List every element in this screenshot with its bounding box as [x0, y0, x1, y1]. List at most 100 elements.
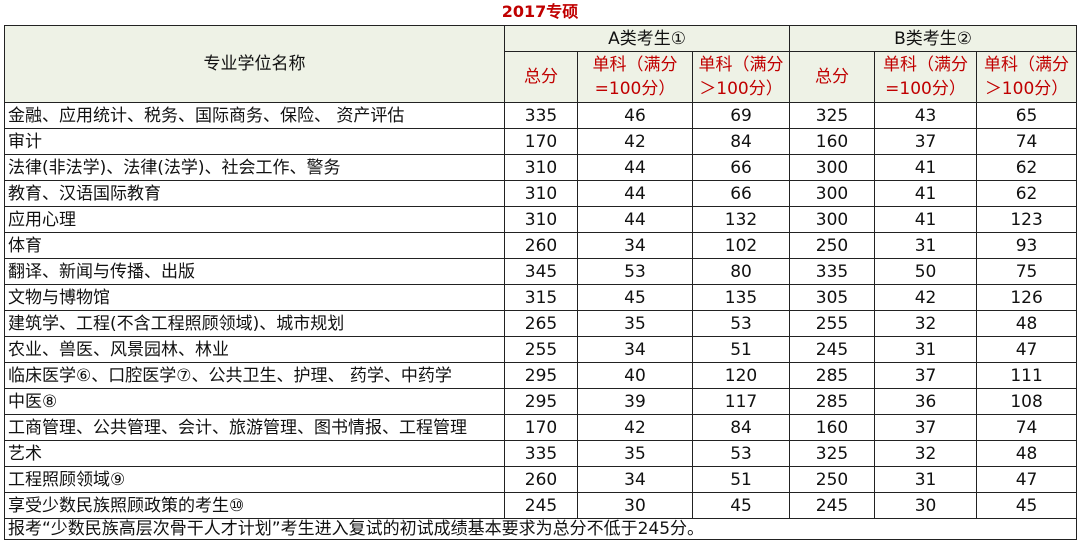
note-row: 报考“少数民族高层次骨干人才计划”考生进入复试的初试成绩基本要求为总分不低于24… — [3, 518, 1078, 540]
score: 310 — [504, 154, 578, 181]
score: 30 — [577, 492, 693, 519]
sub-header: 单科（满分=100分） — [874, 51, 978, 103]
score: 310 — [504, 180, 578, 207]
major: 审计 — [4, 128, 505, 155]
table: 专业学位名称 A类考生① B类考生② 总分 单科（满分=100分） 单科（满分＞10… — [3, 25, 1078, 540]
score: 34 — [577, 466, 693, 493]
score: 300 — [789, 154, 876, 181]
score: 47 — [976, 336, 1078, 363]
score: 245 — [789, 336, 876, 363]
row: 艺术 335 35 53 325 32 48 — [4, 440, 1078, 467]
score: 335 — [504, 440, 578, 467]
score: 53 — [691, 440, 791, 467]
score: 34 — [577, 232, 693, 259]
major: 法律(非法学)、法律(法学)、社会工作、警务 — [4, 154, 505, 181]
row: 应用心理 310 44 132 300 41 123 — [4, 206, 1078, 233]
sub-header: 单科（满分＞100分） — [691, 51, 791, 103]
score: 51 — [691, 466, 791, 493]
score: 42 — [577, 414, 693, 441]
score: 40 — [577, 362, 693, 389]
score: 255 — [789, 310, 876, 337]
row: 工程照顾领域⑨ 260 34 51 250 31 47 — [4, 466, 1078, 493]
row: 文物与博物馆 315 45 135 305 42 126 — [4, 284, 1078, 311]
score: 300 — [789, 206, 876, 233]
header-group: A类考生① — [503, 25, 791, 52]
major: 体育 — [4, 232, 505, 259]
major: 农业、兽医、风景园林、林业 — [4, 336, 505, 363]
major: 翻译、新闻与传播、出版 — [4, 258, 505, 285]
score: 170 — [504, 128, 578, 155]
score: 325 — [789, 102, 876, 129]
score: 260 — [504, 232, 578, 259]
score: 170 — [504, 414, 578, 441]
score: 120 — [691, 362, 791, 389]
score: 32 — [874, 440, 978, 467]
score: 285 — [789, 362, 876, 389]
row: 体育 260 34 102 250 31 93 — [4, 232, 1078, 259]
sub-header: 总分 — [504, 51, 578, 103]
major: 工商管理、公共管理、会计、旅游管理、图书情报、工程管理 — [4, 414, 505, 441]
score: 84 — [691, 128, 791, 155]
score: 69 — [691, 102, 791, 129]
row: 农业、兽医、风景园林、林业 255 34 51 245 31 47 — [4, 336, 1078, 363]
score: 34 — [577, 336, 693, 363]
score: 135 — [691, 284, 791, 311]
score: 51 — [691, 336, 791, 363]
score: 30 — [874, 492, 978, 519]
score: 80 — [691, 258, 791, 285]
score: 41 — [874, 180, 978, 207]
score: 45 — [691, 492, 791, 519]
row: 享受少数民族照顾政策的考生⑩ 245 30 45 245 30 45 — [4, 492, 1078, 519]
score: 47 — [976, 466, 1078, 493]
score: 315 — [504, 284, 578, 311]
score: 245 — [504, 492, 578, 519]
score: 305 — [789, 284, 876, 311]
row: 教育、汉语国际教育 310 44 66 300 41 62 — [4, 180, 1078, 207]
header-group: B类考生② — [789, 25, 1078, 52]
major: 教育、汉语国际教育 — [4, 180, 505, 207]
score: 295 — [504, 362, 578, 389]
major: 享受少数民族照顾政策的考生⑩ — [4, 492, 505, 519]
score: 46 — [577, 102, 693, 129]
score: 295 — [504, 388, 578, 415]
major: 文物与博物馆 — [4, 284, 505, 311]
title: 2017专硕 — [501, 2, 579, 21]
sub-header: 单科（满分=100分） — [577, 51, 693, 103]
row: 中医⑧ 295 39 117 285 36 108 — [4, 388, 1078, 415]
score: 43 — [874, 102, 978, 129]
score: 37 — [874, 414, 978, 441]
row: 翻译、新闻与传播、出版 345 53 80 335 50 75 — [4, 258, 1078, 285]
score: 160 — [789, 128, 876, 155]
score: 44 — [577, 180, 693, 207]
score: 84 — [691, 414, 791, 441]
score: 310 — [504, 206, 578, 233]
score: 66 — [691, 154, 791, 181]
score: 31 — [874, 232, 978, 259]
score: 31 — [874, 336, 978, 363]
score: 260 — [504, 466, 578, 493]
score: 42 — [577, 128, 693, 155]
score: 37 — [874, 362, 978, 389]
score: 32 — [874, 310, 978, 337]
sub-header: 单科（满分＞100分） — [976, 51, 1078, 103]
score: 74 — [976, 128, 1078, 155]
row: 建筑学、工程(不含工程照顾领域)、城市规划 265 35 53 255 32 48 — [4, 310, 1078, 337]
score: 53 — [691, 310, 791, 337]
major: 应用心理 — [4, 206, 505, 233]
score: 50 — [874, 258, 978, 285]
score: 300 — [789, 180, 876, 207]
score: 345 — [504, 258, 578, 285]
score: 48 — [976, 310, 1078, 337]
score: 102 — [691, 232, 791, 259]
score: 75 — [976, 258, 1078, 285]
score: 117 — [691, 388, 791, 415]
major: 工程照顾领域⑨ — [4, 466, 505, 493]
score: 285 — [789, 388, 876, 415]
score: 123 — [976, 206, 1078, 233]
score: 44 — [577, 206, 693, 233]
score: 255 — [504, 336, 578, 363]
score: 126 — [976, 284, 1078, 311]
score: 250 — [789, 232, 876, 259]
header-name: 专业学位名称 — [4, 25, 505, 103]
